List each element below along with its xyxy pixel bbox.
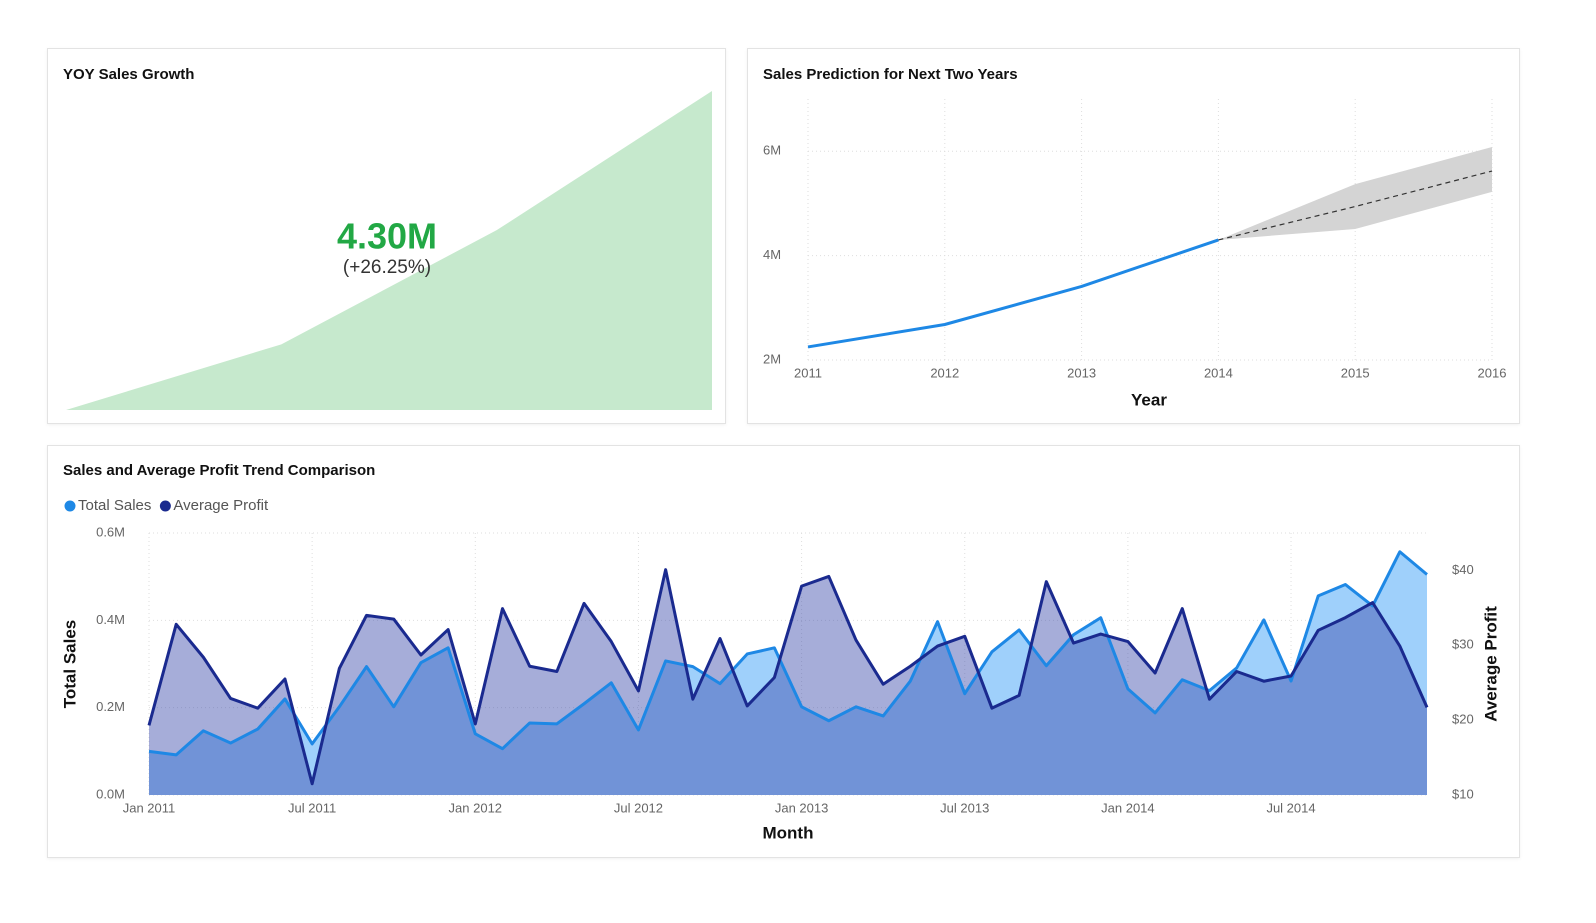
y-tick-label: 4M xyxy=(763,247,781,262)
y-tick-label: 2M xyxy=(763,351,781,366)
x-tick-label: Jan 2011 xyxy=(123,800,176,815)
kpi-change: (+26.25%) xyxy=(343,257,431,278)
chart-title: YOY Sales Growth xyxy=(63,66,194,83)
card: Sales and Average Profit Trend Compariso… xyxy=(47,445,1520,858)
x-tick-label: Jan 2012 xyxy=(449,800,503,815)
area xyxy=(149,569,1427,795)
kpi-value: 4.30M xyxy=(337,216,437,257)
area xyxy=(149,551,1427,795)
x-tick-label: 2013 xyxy=(1067,365,1096,380)
x-tick-label: Jul 2013 xyxy=(940,800,989,815)
y-tick-label: 0.4M xyxy=(96,612,125,627)
y-tick-label: 6M xyxy=(763,143,781,158)
x-tick-label: 2016 xyxy=(1478,365,1507,380)
x-tick-label: 2014 xyxy=(1204,365,1233,380)
card: YOY Sales Growth 4.30M (+26.25%) xyxy=(47,48,726,424)
legend-label: Total Sales xyxy=(78,497,151,514)
y2-tick-label: $20 xyxy=(1452,712,1474,727)
chart-title: Sales Prediction for Next Two Years xyxy=(763,66,1018,83)
x-tick-label: Jan 2013 xyxy=(775,800,829,815)
y2-tick-label: $10 xyxy=(1452,786,1474,801)
y-tick-label: 0.2M xyxy=(96,699,125,714)
chart: YOY Sales Growth 4.30M(+26.25%) xyxy=(63,66,712,410)
card: Sales Prediction for Next Two Years Year… xyxy=(747,48,1520,424)
line xyxy=(147,568,1429,786)
y-axis-title: Total Sales xyxy=(60,620,79,709)
legend-label: Average Profit xyxy=(173,497,269,514)
chart: Sales Prediction for Next Two Years Year… xyxy=(763,66,1507,410)
y2-tick-label: $30 xyxy=(1452,637,1474,652)
confidence-band xyxy=(1218,147,1492,240)
area xyxy=(66,91,712,410)
x-tick-label: Jan 2014 xyxy=(1101,800,1155,815)
y2-tick-label: $40 xyxy=(1452,562,1474,577)
x-axis-title: Month xyxy=(763,823,814,842)
x-tick-label: Jul 2011 xyxy=(288,800,336,815)
chart-title: Sales and Average Profit Trend Compariso… xyxy=(63,462,375,479)
y2-axis-title: Average Profit xyxy=(1481,606,1500,722)
x-tick-label: Jul 2014 xyxy=(1266,800,1315,815)
legend-marker xyxy=(64,500,76,512)
line xyxy=(148,550,1428,757)
x-tick-label: 2011 xyxy=(794,365,822,380)
chart: Sales and Average Profit Trend Compariso… xyxy=(60,462,1500,843)
y-tick-label: 0.6M xyxy=(96,524,125,539)
line xyxy=(807,238,1219,349)
x-tick-label: 2012 xyxy=(930,365,959,380)
x-tick-label: Jul 2012 xyxy=(614,800,663,815)
line xyxy=(1218,170,1493,241)
x-tick-label: 2015 xyxy=(1341,365,1370,380)
x-axis-title: Year xyxy=(1131,390,1167,409)
y-tick-label: 0.0M xyxy=(96,786,125,801)
legend-marker xyxy=(159,500,171,512)
